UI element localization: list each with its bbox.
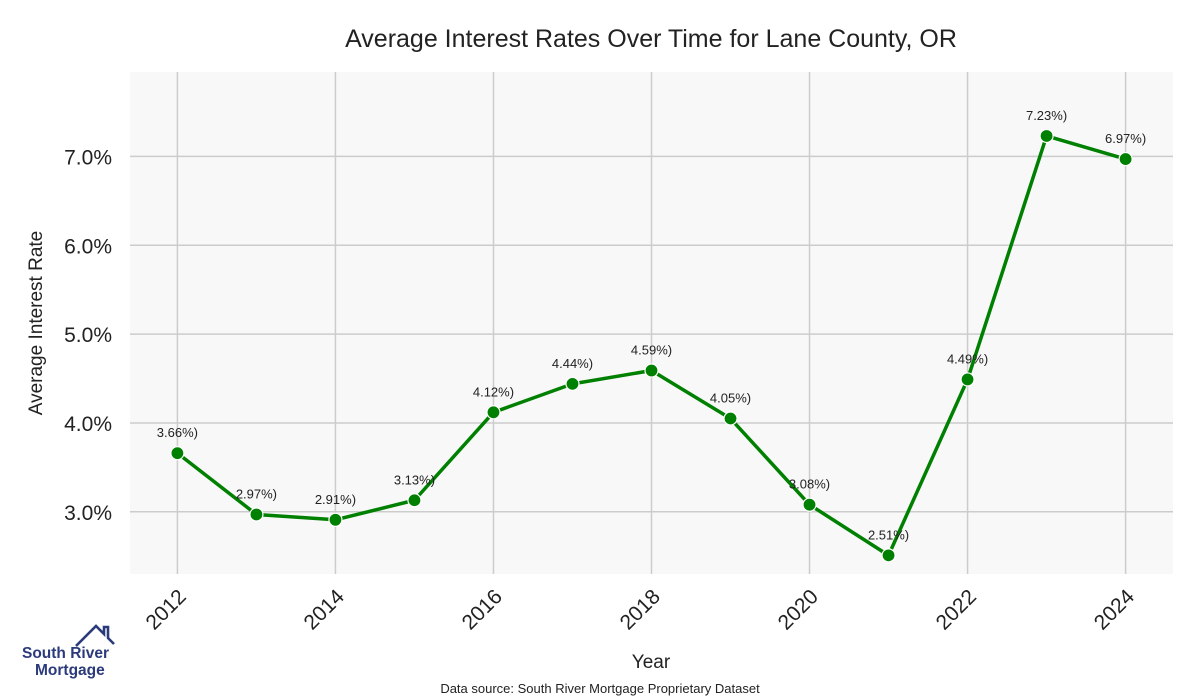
data-point bbox=[644, 363, 659, 378]
data-points bbox=[170, 128, 1133, 563]
data-label: 4.44%) bbox=[552, 356, 593, 371]
data-point bbox=[565, 376, 580, 391]
y-tick-label: 7.0% bbox=[64, 146, 112, 169]
chart-title: Average Interest Rates Over Time for Lan… bbox=[345, 25, 957, 53]
data-label: 4.59%) bbox=[631, 343, 672, 358]
data-label: 2.91%) bbox=[315, 492, 356, 507]
x-tick-label: 2024 bbox=[1090, 585, 1140, 635]
house-roof-icon bbox=[75, 624, 115, 647]
grid-lines bbox=[130, 72, 1173, 574]
data-point bbox=[802, 497, 817, 512]
data-point bbox=[1118, 151, 1133, 167]
data-label: 4.12%) bbox=[473, 384, 514, 399]
data-label: 4.05%) bbox=[710, 391, 751, 406]
data-label: 4.49%) bbox=[947, 351, 988, 366]
data-label: 2.51%) bbox=[868, 527, 909, 542]
data-labels: 3.66%) 2.97%) 2.91%) 3.13%) 4.12%) 4.44%) 4.59… bbox=[157, 108, 1146, 542]
x-tick-label: 2018 bbox=[616, 585, 665, 634]
x-axis-ticks: 2012 2014 2016 2018 2020 2022 2024 bbox=[142, 585, 1140, 635]
logo-text-line2: Mortgage bbox=[35, 662, 105, 679]
x-tick-label: 2012 bbox=[142, 585, 191, 634]
y-tick-label: 3.0% bbox=[64, 502, 112, 525]
x-axis-label: Year bbox=[632, 652, 671, 673]
data-point bbox=[723, 411, 738, 426]
x-tick-label: 2022 bbox=[932, 585, 981, 634]
data-label: 6.97%) bbox=[1105, 131, 1146, 146]
logo-text-line1: South River bbox=[22, 645, 109, 662]
data-point bbox=[249, 507, 264, 522]
y-axis-ticks: 3.0% 4.0% 5.0% 6.0% 7.0% bbox=[64, 146, 112, 524]
data-point bbox=[1039, 128, 1054, 144]
company-logo: South River Mortgage bbox=[22, 622, 122, 682]
y-axis-label: Average Interest Rate bbox=[26, 231, 47, 415]
data-label: 7.23%) bbox=[1026, 108, 1067, 123]
y-tick-label: 5.0% bbox=[64, 324, 112, 347]
x-tick-label: 2020 bbox=[774, 585, 823, 634]
y-tick-label: 4.0% bbox=[64, 413, 112, 436]
x-tick-label: 2016 bbox=[458, 585, 507, 634]
data-point bbox=[881, 548, 896, 563]
data-label: 3.13%) bbox=[394, 472, 435, 487]
x-tick-label: 2014 bbox=[300, 585, 350, 635]
data-point bbox=[407, 493, 422, 508]
data-label: 3.08%) bbox=[789, 477, 830, 492]
data-label: 3.66%) bbox=[157, 425, 198, 440]
y-tick-label: 6.0% bbox=[64, 235, 112, 258]
data-source-note: Data source: South River Mortgage Propri… bbox=[440, 681, 760, 696]
data-point bbox=[170, 446, 185, 461]
data-point bbox=[486, 405, 501, 420]
data-point bbox=[960, 372, 975, 387]
data-point bbox=[328, 512, 343, 527]
data-label: 2.97%) bbox=[236, 486, 277, 501]
